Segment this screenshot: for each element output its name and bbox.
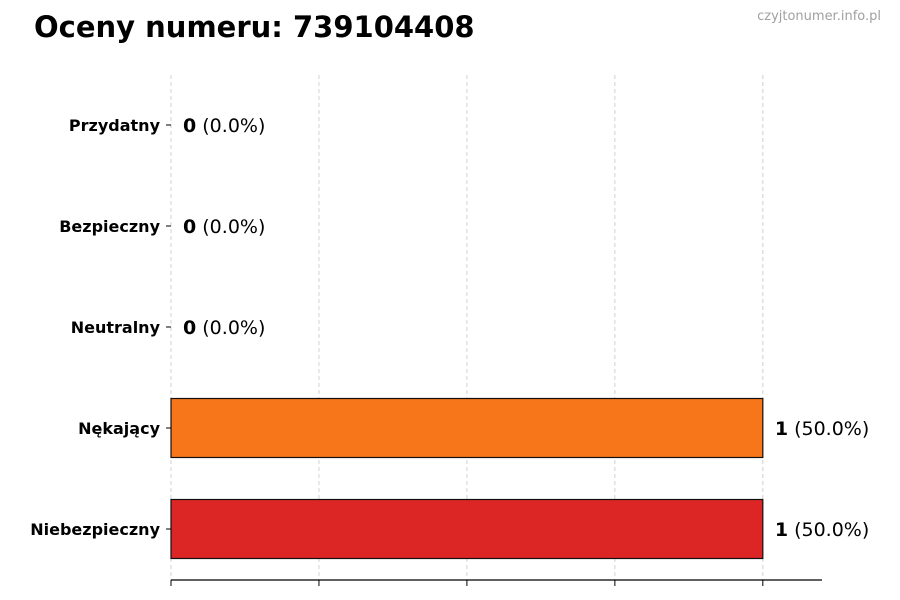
bar-nękający <box>170 397 764 459</box>
category-label: Neutralny <box>71 318 161 337</box>
value-count: 0 <box>183 115 196 137</box>
category-label: Przydatny <box>69 116 161 135</box>
value-percent: (0.0%) <box>196 216 265 238</box>
value-count: 0 <box>183 216 196 238</box>
value-label: 0 (0.0%) <box>183 115 265 137</box>
value-percent: (50.0%) <box>788 519 869 541</box>
value-percent: (0.0%) <box>196 317 265 339</box>
value-count: 0 <box>183 317 196 339</box>
value-label: 1 (50.0%) <box>775 418 869 440</box>
value-label: 0 (0.0%) <box>183 216 265 238</box>
category-label: Niebezpieczny <box>30 520 160 539</box>
bar-niebezpieczny <box>170 498 764 560</box>
value-label: 0 (0.0%) <box>183 317 265 339</box>
value-count: 1 <box>775 418 788 440</box>
category-label: Bezpieczny <box>59 217 160 236</box>
chart-title: Oceny numeru: 739104408 <box>34 10 475 44</box>
value-count: 1 <box>775 519 788 541</box>
value-label: 1 (50.0%) <box>775 519 869 541</box>
value-percent: (0.0%) <box>196 115 265 137</box>
category-label: Nękający <box>78 419 160 438</box>
value-percent: (50.0%) <box>788 418 869 440</box>
watermark: czyjtonumer.info.pl <box>757 9 881 24</box>
